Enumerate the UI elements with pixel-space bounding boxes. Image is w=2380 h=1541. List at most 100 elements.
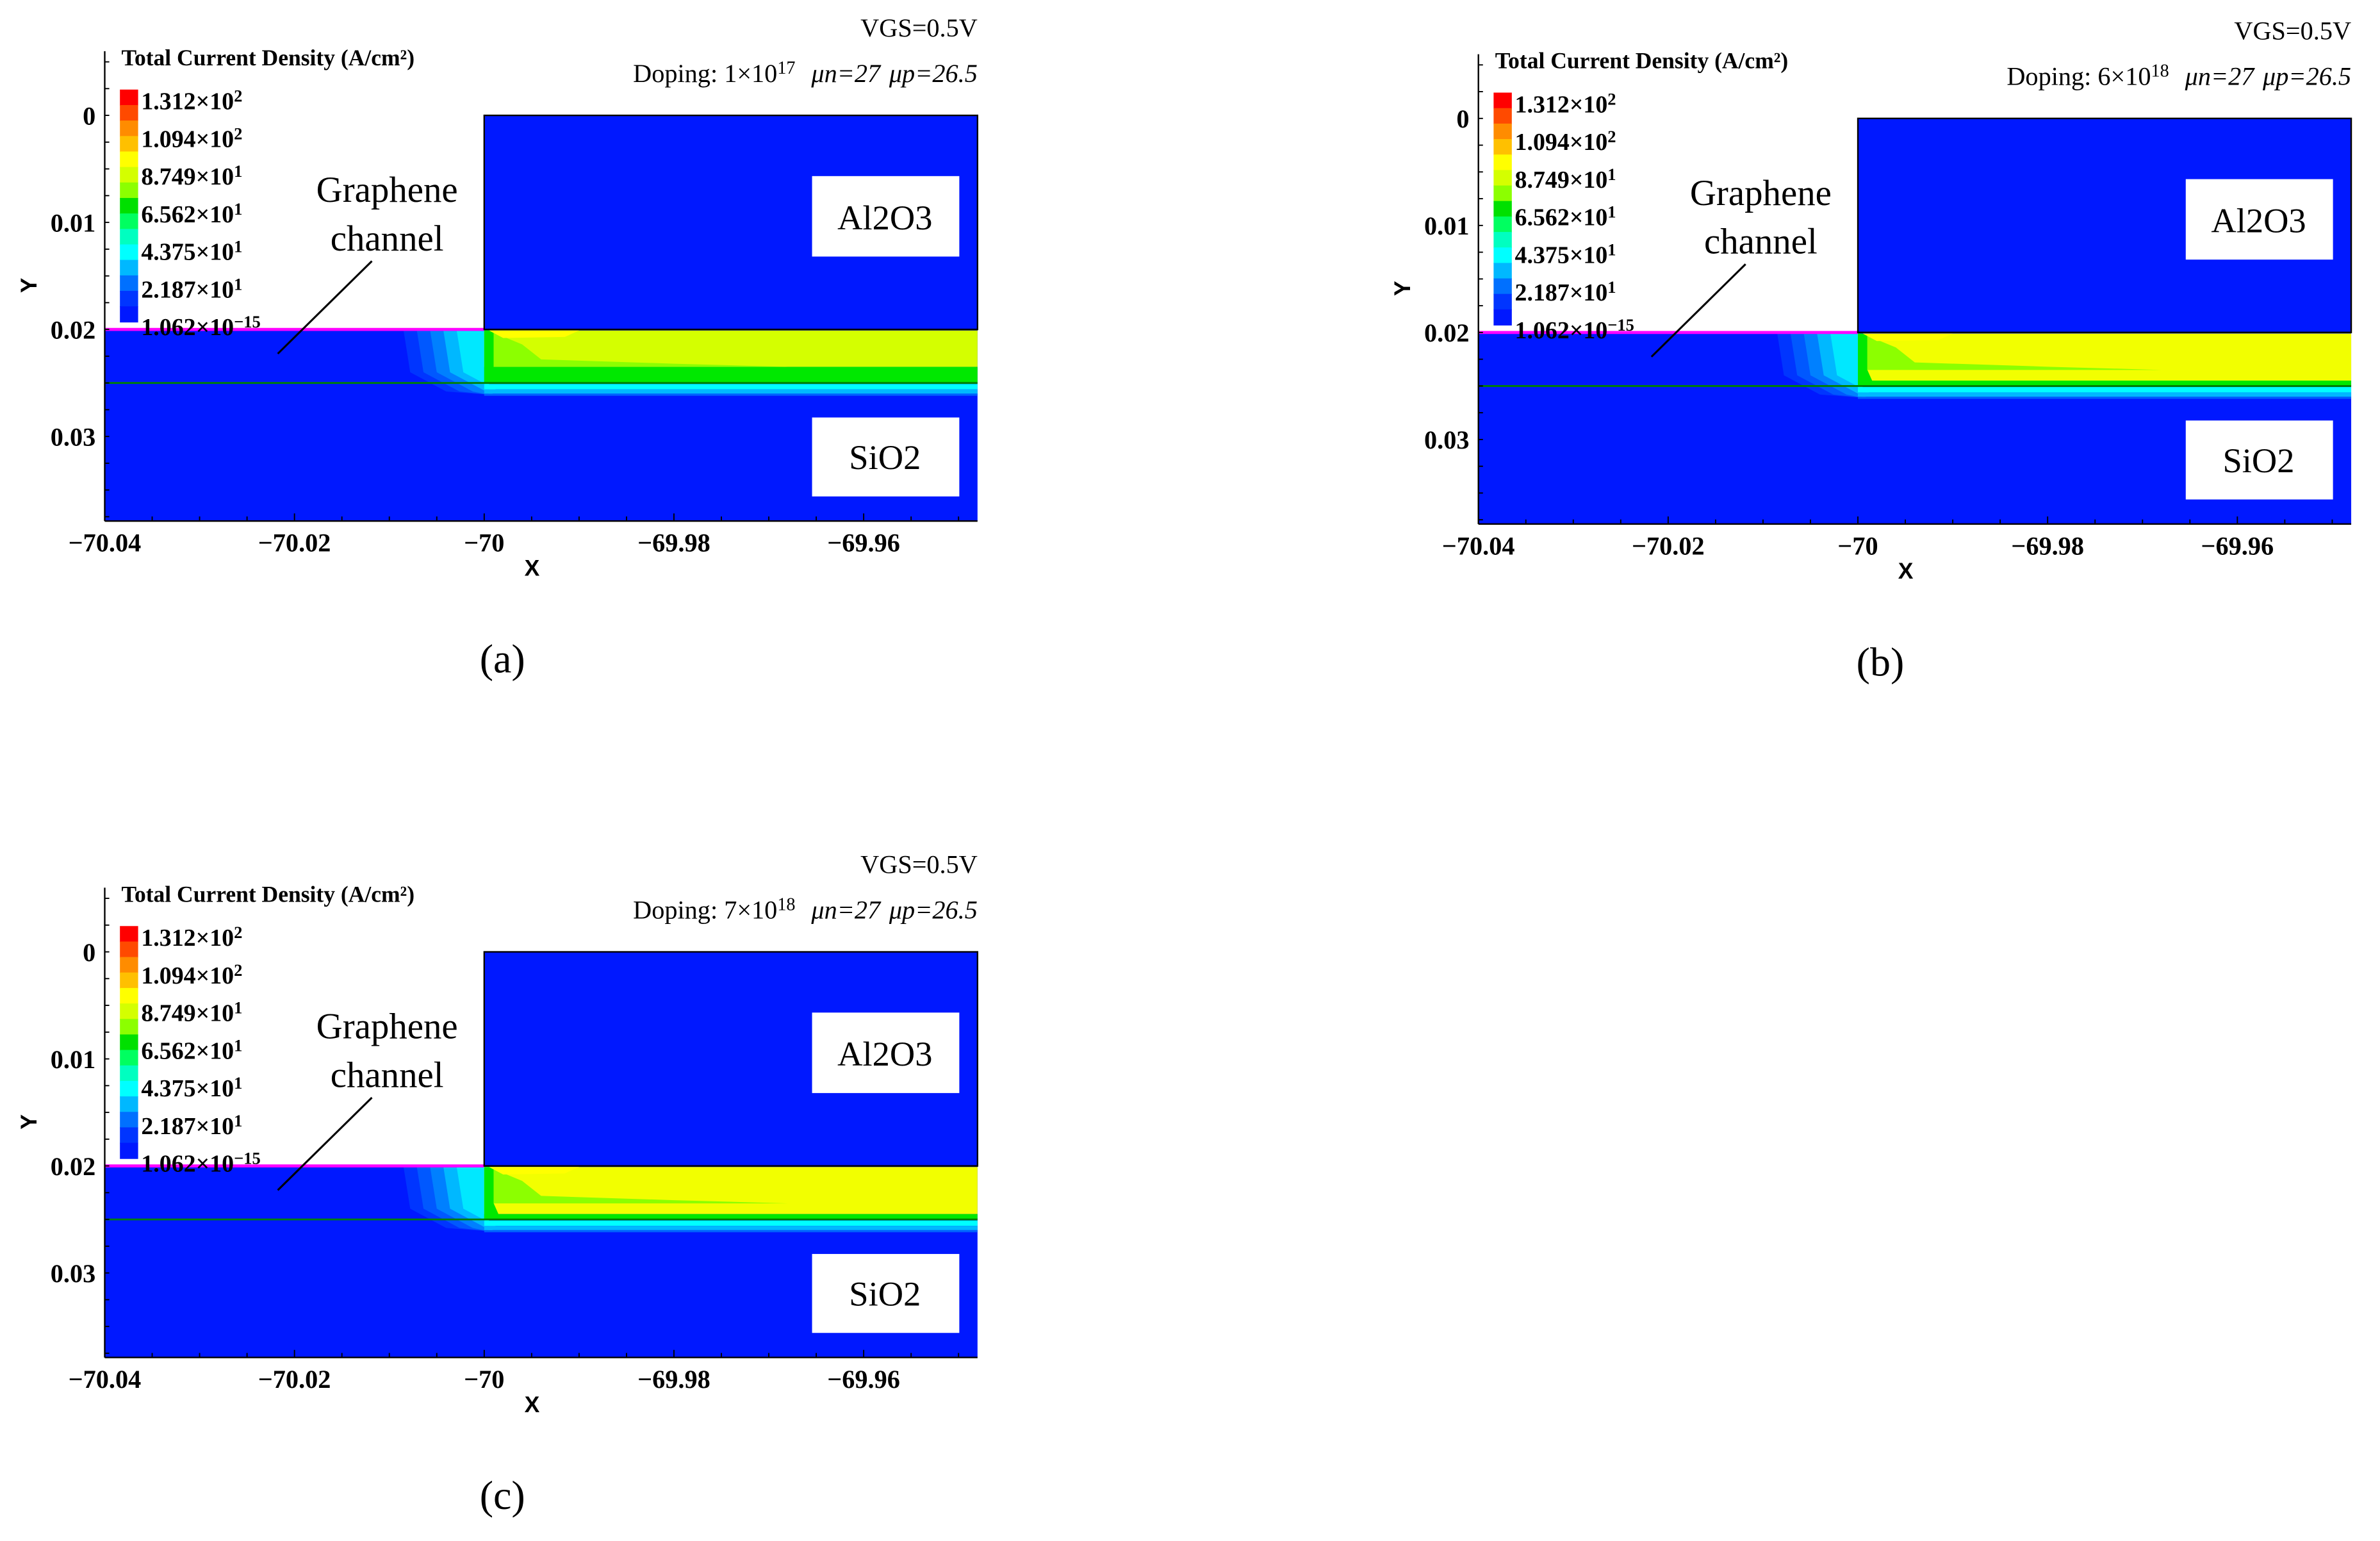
legend-level-label: 8.749×101	[1515, 165, 1616, 194]
colorbar-swatch	[120, 1080, 138, 1098]
contour-plot: −70.04 −70.02 −70 −69.98 −69.96 0 0.01 0.02 0.03…	[1390, 17, 2352, 584]
al2o3-label: Al2O3	[2211, 201, 2306, 240]
contour-level	[1858, 333, 1873, 386]
legend-level-label: 1.312×102	[1515, 89, 1616, 118]
al2o3-label-box	[2185, 179, 2333, 260]
panel-c: −70.04 −70.02 −70 −69.98 −69.96 0 0.01 0.02 0.03…	[0, 836, 1032, 1535]
x-tick-label: −69.98	[2011, 531, 2084, 560]
text-part: 1.094×10	[1515, 129, 1608, 156]
text-part: 18	[2151, 62, 2169, 81]
text-part: 1	[234, 1111, 242, 1130]
x-axis-label: X	[1898, 558, 1914, 584]
x-tick-label: −70.04	[69, 1365, 142, 1394]
x-tick-label: −69.98	[637, 1365, 710, 1394]
colorbar-swatch	[120, 275, 138, 292]
text-part: 2.187×10	[1515, 279, 1608, 306]
panel-b: −70.04 −70.02 −70 −69.98 −69.96 0 0.01 0.02 0.03…	[1374, 3, 2380, 702]
contour-level	[1858, 397, 2352, 399]
contour-level	[1858, 333, 2352, 381]
mu-p-label: μp=26.5	[889, 59, 978, 88]
contour-level	[484, 1167, 978, 1214]
legend-title: Total Current Density (A/cm²)	[1495, 48, 1789, 74]
colorbar-swatch	[1493, 185, 1512, 202]
vgs-label: VGS=0.5V	[860, 850, 978, 878]
colorbar-swatch	[120, 1003, 138, 1020]
colorbar-swatch	[120, 1142, 138, 1159]
colorbar-swatch	[120, 1096, 138, 1113]
colorbar-swatch	[120, 197, 138, 215]
colorbar-swatch	[120, 290, 138, 308]
text-part: 1	[234, 161, 242, 181]
contour-level	[484, 1220, 978, 1226]
colorbar-swatch	[1493, 216, 1512, 233]
contour-level	[489, 1167, 579, 1174]
text-part: 1	[234, 274, 242, 293]
channel-label: channel	[331, 218, 444, 259]
legend-level-label: 2.187×101	[1515, 277, 1616, 306]
text-part: 6.562×10	[1515, 204, 1608, 231]
y-tick-label: 0.02	[51, 315, 95, 344]
contour-level	[484, 389, 978, 394]
contour-level	[484, 330, 499, 383]
text-part: Doping: 7×10	[633, 895, 777, 924]
mu-p-label: μp=26.5	[889, 895, 978, 924]
mu-p-label: μp=26.5	[2262, 62, 2351, 91]
channel-label: channel	[331, 1055, 444, 1095]
sio2-label: SiO2	[849, 438, 921, 477]
colorbar-swatch	[120, 167, 138, 183]
colorbar-swatch	[120, 1034, 138, 1051]
text-part: 1.094×10	[141, 126, 234, 152]
sio2-label-box	[812, 1254, 960, 1333]
x-axis-label: X	[525, 555, 540, 581]
colorbar-swatch	[1493, 293, 1512, 310]
legend-title: Total Current Density (A/cm²)	[122, 45, 415, 70]
text-part: 4.375×10	[141, 239, 234, 266]
y-tick-label: 0.03	[51, 1259, 95, 1288]
y-axis-label: Y	[16, 1114, 42, 1130]
y-tick-label: 0	[83, 938, 95, 967]
colorbar-swatch	[120, 1112, 138, 1128]
text-part: Doping: 6×10	[2007, 62, 2151, 91]
colorbar-swatch	[1493, 123, 1512, 140]
contour-level	[484, 367, 978, 383]
text-part: 1.094×10	[141, 962, 234, 989]
colorbar-swatch	[120, 1065, 138, 1082]
legend-title: Total Current Density (A/cm²)	[122, 881, 415, 907]
text-part: 6.562×10	[141, 1037, 234, 1064]
colorbar-swatch	[1493, 154, 1512, 171]
pointer-line	[1650, 263, 1746, 358]
y-tick-label: 0.02	[1424, 318, 1469, 347]
al2o3-label-box	[812, 1012, 960, 1093]
colorbar-swatch	[1493, 278, 1512, 295]
text-part: 1	[1607, 202, 1616, 221]
colorbar-swatch	[1493, 170, 1512, 186]
doping-label: Doping: 7×1018	[633, 895, 795, 925]
text-part: 18	[777, 895, 795, 915]
colorbar-swatch	[120, 120, 138, 137]
x-tick-label: −70	[1837, 531, 1878, 560]
x-tick-label: −69.96	[827, 1365, 900, 1394]
x-tick-label: −70.02	[258, 1365, 331, 1394]
contour-level	[484, 1230, 978, 1233]
x-tick-label: −70	[464, 1365, 504, 1394]
colorbar-swatch	[120, 306, 138, 323]
al2o3-label-box	[812, 176, 960, 257]
x-tick-label: −70.02	[1632, 531, 1705, 560]
legend-level-label: 4.375×101	[1515, 240, 1616, 268]
legend-level-label: 1.062×10−15	[141, 1148, 260, 1177]
doping-label: Doping: 1×1017	[633, 58, 795, 88]
sio2-label: SiO2	[849, 1274, 921, 1314]
text-part: 1	[234, 199, 242, 218]
vgs-label: VGS=0.5V	[860, 13, 978, 42]
legend-level-label: 1.094×102	[141, 960, 242, 989]
text-part: 1	[234, 1035, 242, 1055]
contour-level	[493, 1169, 788, 1204]
pointer-line	[277, 260, 373, 355]
colorbar-swatch	[120, 260, 138, 276]
panel-caption: (b)	[1856, 639, 1905, 685]
mu-n-label: μn=27	[810, 895, 882, 924]
text-part: 6.562×10	[141, 201, 234, 228]
text-part: 1	[1607, 277, 1616, 297]
colorbar-swatch	[120, 104, 138, 122]
text-part: 2	[1607, 127, 1616, 146]
